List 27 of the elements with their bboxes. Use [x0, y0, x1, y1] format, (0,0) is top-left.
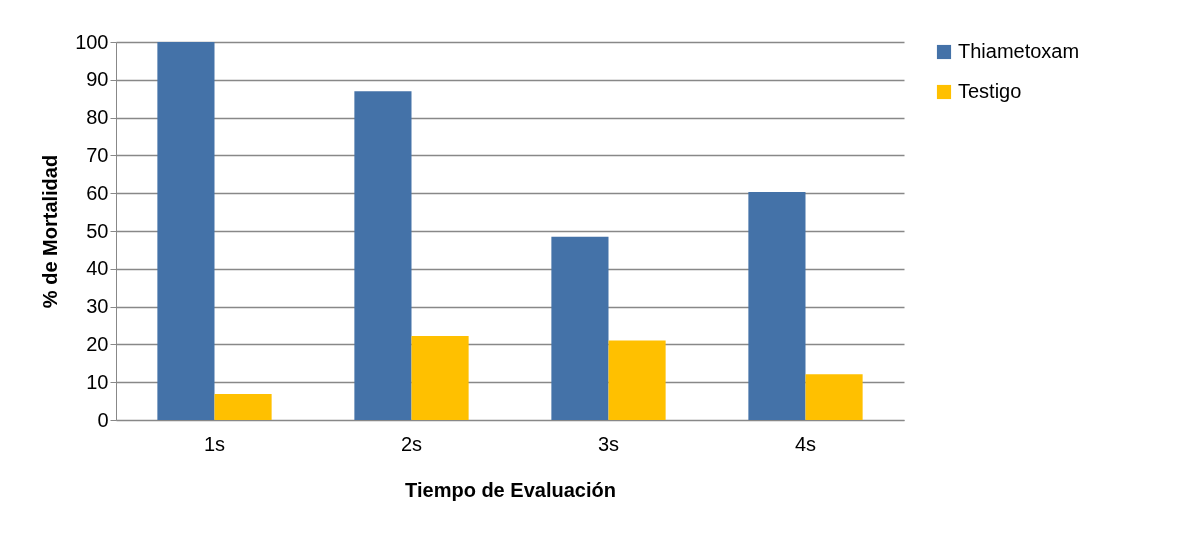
x-tick-label: 3s — [597, 432, 620, 455]
legend-label: Thiametoxam — [958, 40, 1080, 62]
y-tick-label: 0 — [97, 408, 109, 431]
x-tick-label: 1s — [203, 432, 226, 455]
y-tick-label: 90 — [86, 68, 109, 91]
y-tick-label: 40 — [86, 257, 109, 280]
bar — [608, 340, 666, 420]
bar — [354, 91, 412, 420]
bar — [214, 393, 272, 420]
x-tick-label: 4s — [794, 432, 817, 455]
y-tick-label: 30 — [86, 295, 109, 318]
x-axis-title: Tiempo de Evaluación — [405, 478, 616, 501]
y-tick-label: 60 — [86, 181, 109, 204]
y-tick-label: 10 — [86, 370, 109, 393]
y-tick-label: 20 — [86, 332, 109, 355]
legend-label: Testigo — [958, 80, 1022, 102]
bar — [805, 374, 863, 420]
y-tick-label: 70 — [86, 143, 109, 166]
bar — [157, 42, 215, 420]
y-tick-label: 80 — [86, 106, 109, 129]
bar — [551, 236, 609, 420]
bar — [748, 192, 806, 420]
y-axis-title: % de Mortalidad — [39, 154, 62, 309]
bar — [411, 336, 469, 420]
x-tick-label: 2s — [400, 432, 423, 455]
y-tick-label: 50 — [86, 219, 109, 242]
y-tick-label: 100 — [75, 30, 109, 53]
